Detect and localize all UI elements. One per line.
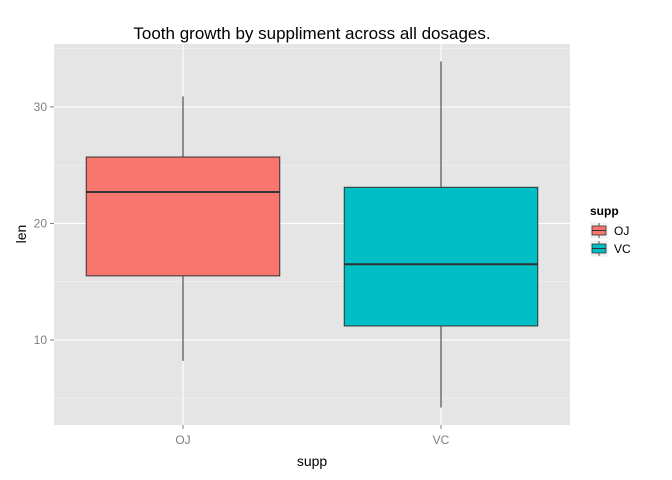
box-vc [343,186,539,327]
x-tick-label: VC [433,433,450,447]
y-axis-ticks: 10 20 30 [34,100,54,347]
x-tick-label: OJ [175,433,190,447]
legend: supp OJ VC [589,204,631,258]
legend-title: supp [590,204,619,218]
x-axis-title: supp [297,453,328,469]
x-axis-ticks: OJ VC [175,425,450,447]
y-tick-label: 10 [34,333,48,347]
chart-title: Tooth growth by suppliment across all do… [133,24,490,43]
y-axis-title: len [13,225,29,244]
legend-label: OJ [614,224,629,238]
legend-label: VC [614,242,631,256]
y-tick-label: 30 [34,100,48,114]
box-group [85,61,539,408]
y-tick-label: 20 [34,216,48,230]
box-oj [85,156,281,277]
